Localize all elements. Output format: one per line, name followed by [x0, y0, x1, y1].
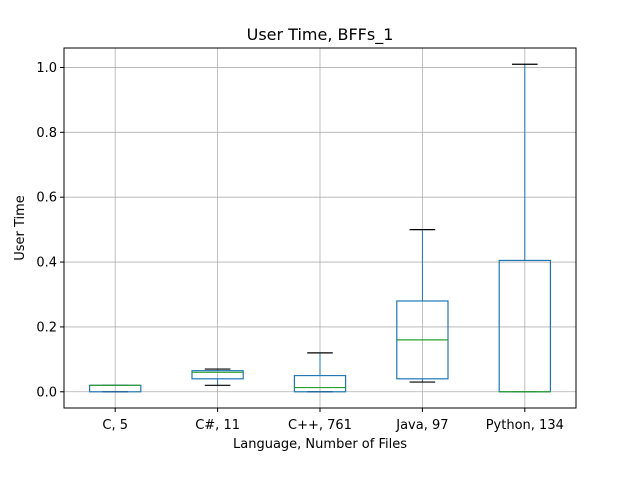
- y-tick-label: 0.4: [36, 256, 57, 271]
- x-tick-label: C, 5: [102, 418, 128, 433]
- box-iqr: [191, 370, 244, 380]
- x-axis-label: Language, Number of Files: [233, 437, 407, 452]
- box-group: [88, 384, 142, 393]
- y-tick-label: 0.8: [36, 126, 57, 141]
- box-group: [498, 63, 552, 393]
- chart-title: User Time, BFFs_1: [247, 25, 394, 45]
- x-tick-label: C++, 761: [288, 418, 352, 433]
- y-tick-label: 0.0: [36, 385, 57, 400]
- y-tick-label: 1.0: [36, 61, 57, 76]
- boxes-group: [88, 63, 552, 393]
- box-group: [293, 352, 347, 393]
- x-tick-label: C#, 11: [195, 418, 240, 433]
- y-axis-label: User Time: [13, 195, 28, 261]
- y-tick-label: 0.6: [36, 191, 57, 206]
- y-tick-label: 0.2: [36, 320, 57, 335]
- box-iqr: [293, 374, 347, 393]
- box-group: [191, 368, 244, 386]
- x-tick-label: Python, 134: [486, 418, 564, 433]
- x-tick-label: Java, 97: [395, 418, 448, 433]
- box-group: [396, 229, 449, 383]
- axes-group: 0.0 0.2 0.4 0.6 0.8 1.0 C, 5 C#, 11 C++, 761 Java…: [36, 47, 577, 433]
